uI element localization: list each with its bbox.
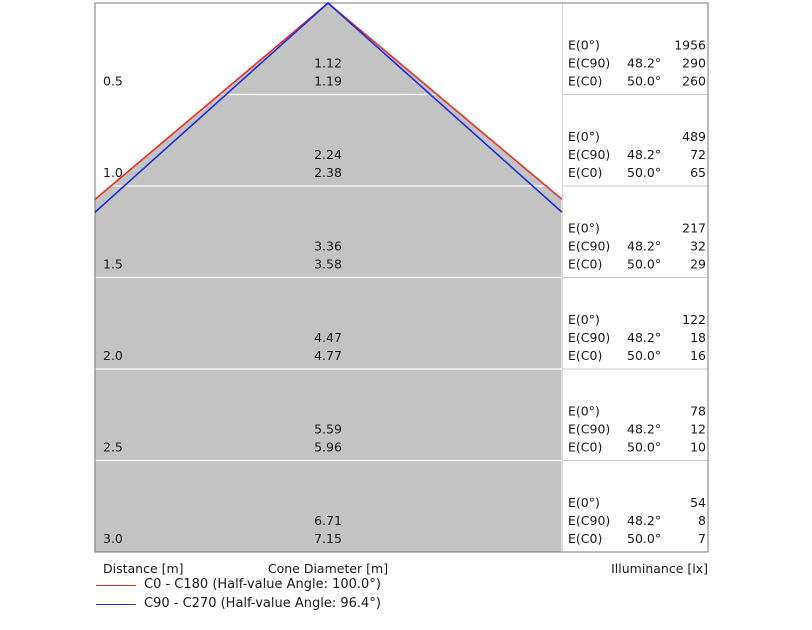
illuminance-value: 260 [682,74,706,89]
distance-label: 0.5 [103,74,123,89]
illuminance-value: 290 [682,56,706,71]
cone-diameter-c0: 3.58 [314,257,342,272]
grid-lines [95,3,708,552]
cone-diameter-c90: 1.12 [314,56,342,71]
illuminance-angle: 50.0° [627,440,661,455]
illuminance-row-label: E(C0) [568,74,602,89]
illuminance-angle: 50.0° [627,165,661,180]
illuminance-angle: 48.2° [627,513,661,528]
illuminance-angle: 50.0° [627,531,661,546]
illuminance-angle: 48.2° [627,147,661,162]
illuminance-value: 1956 [674,38,706,53]
cone-diameter-c0: 5.96 [314,440,342,455]
cone-diameter-c0: 1.19 [314,74,342,89]
illuminance-value: 10 [690,440,706,455]
cone-diameter-c0: 4.77 [314,348,342,363]
illuminance-value: 72 [690,147,706,162]
illuminance-row-label: E(C90) [568,147,610,162]
illuminance-row-label: E(0°) [568,221,600,236]
legend-line-c0-c180 [96,585,136,586]
illuminance-value: 18 [690,330,706,345]
distance-label: 3.0 [103,531,123,546]
distance-label: 1.5 [103,257,123,272]
chart-frame [94,2,709,553]
illuminance-value: 217 [682,221,706,236]
illuminance-value: 54 [690,495,706,510]
illuminance-row-label: E(0°) [568,495,600,510]
illuminance-value: 489 [682,129,706,144]
cone-diameter-c90: 6.71 [314,513,342,528]
illuminance-value: 29 [690,257,706,272]
illuminance-row-label: E(0°) [568,404,600,419]
illuminance-angle: 48.2° [627,239,661,254]
illuminance-row-label: E(C0) [568,257,602,272]
illuminance-value: 8 [698,513,706,528]
illuminance-angle: 48.2° [627,56,661,71]
illuminance-value: 7 [698,531,706,546]
illuminance-row-label: E(C90) [568,330,610,345]
illuminance-value: 78 [690,404,706,419]
c90-c270-line [94,1,563,213]
illuminance-value: 122 [682,312,706,327]
distance-label: 2.0 [103,348,123,363]
illuminance-row-label: E(C90) [568,513,610,528]
cone-diameter-c90: 5.59 [314,422,342,437]
illuminance-row-label: E(C0) [568,440,602,455]
illuminance-row-label: E(C0) [568,348,602,363]
distance-label: 1.0 [103,165,123,180]
illuminance-row-label: E(C90) [568,239,610,254]
cone-diameter-c0: 7.15 [314,531,342,546]
illuminance-value: 12 [690,422,706,437]
legend-line-c90-c270 [96,604,136,605]
cone-diameter-c90: 4.47 [314,330,342,345]
illuminance-angle: 50.0° [627,348,661,363]
illuminance-angle: 50.0° [627,74,661,89]
illuminance-row-label: E(0°) [568,129,600,144]
chart-labels: 0.5 1.12 1.19 E(0°) 1956 E(C90) 48.2° 290 E(C0) 5… [103,38,706,547]
illuminance-value: 32 [690,239,706,254]
cone-diameter-c90: 2.24 [314,147,342,162]
legend-label-c0-c180: C0 - C180 (Half-value Angle: 100.0°) [144,577,381,592]
legend-label-c90-c270: C90 - C270 (Half-value Angle: 96.4°) [144,596,381,611]
illuminance-row-label: E(0°) [568,38,600,53]
illuminance-angle: 50.0° [627,257,661,272]
illuminance-row-label: E(C90) [568,422,610,437]
illuminance-row-label: E(C0) [568,165,602,180]
cone-diameter-c90: 3.36 [314,239,342,254]
cone-diameter-c0: 2.38 [314,165,342,180]
illuminance-value: 16 [690,348,706,363]
cone-diameter-axis-label: Cone Diameter [m] [268,561,388,576]
distance-label: 2.5 [103,440,123,455]
illuminance-row-label: E(C90) [568,56,610,71]
illuminance-row-label: E(C0) [568,531,602,546]
illuminance-value: 65 [690,165,706,180]
illuminance-angle: 48.2° [627,330,661,345]
illuminance-axis-label: Illuminance [lx] [611,561,708,576]
distance-axis-label: Distance [m] [103,561,184,576]
illuminance-angle: 48.2° [627,422,661,437]
illuminance-row-label: E(0°) [568,312,600,327]
